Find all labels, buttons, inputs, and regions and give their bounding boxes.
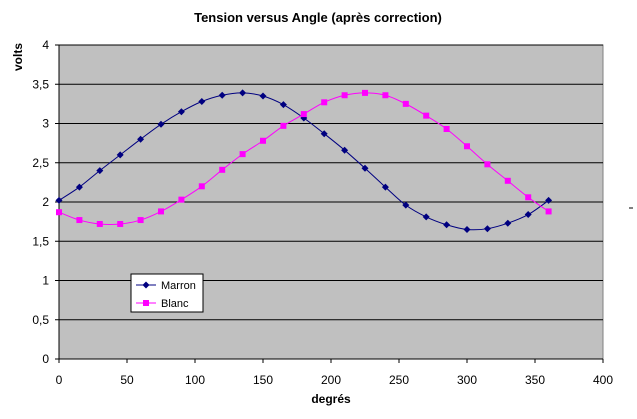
data-point-blanc [443,125,450,132]
legend-label-marron: Marron [161,280,196,292]
data-point-marron [75,183,83,191]
data-point-blanc [137,217,144,224]
data-point-blanc [219,166,226,173]
data-point-marron [259,92,267,100]
y-tick-labels: 0 0,5 1 1,5 2 2,5 3 3,5 4 [32,38,49,366]
data-point-blanc [402,100,409,107]
data-point-marron [116,151,124,159]
series-layer [55,89,553,233]
data-point-blanc [545,208,552,215]
data-point-marron [279,101,287,109]
data-point-blanc [321,99,328,106]
data-point-marron [341,146,349,154]
data-point-marron [483,225,491,233]
legend-label-blanc: Blanc [161,298,189,310]
data-point-blanc [362,89,368,96]
data-point-blanc [504,177,511,184]
x-tick-label: 50 [120,373,134,387]
data-point-marron [320,130,328,138]
y-tick-label: 0,5 [32,313,49,327]
data-point-marron [239,89,247,97]
data-point-blanc [300,111,307,118]
y-tick-label: 3,5 [32,77,49,91]
data-point-marron [463,225,471,233]
data-point-marron [381,183,389,191]
series-blanc [56,89,552,227]
data-point-marron [198,98,206,106]
data-point-marron [422,213,430,221]
y-tick-label: 3 [42,117,49,131]
data-point-marron [361,164,369,172]
data-point-marron [218,91,226,99]
y-tick-label: 2,5 [32,156,49,170]
y-tick-label: 1,5 [32,234,49,248]
data-point-blanc [178,196,185,203]
legend-marker-blanc [143,300,149,306]
data-point-blanc [423,112,430,119]
data-point-marron [504,219,512,227]
data-point-blanc [96,220,103,227]
data-point-blanc [56,209,62,216]
axes [55,44,604,363]
data-point-blanc [239,151,246,158]
y-tick-label: 0 [42,352,49,366]
data-point-blanc [484,161,491,168]
chart-title: Tension versus Angle (après correction) [194,10,442,25]
data-point-marron [545,196,553,204]
x-tick-label: 300 [457,373,477,387]
data-point-blanc [382,92,389,99]
x-tick-label: 250 [389,373,409,387]
x-tick-label: 200 [321,373,341,387]
data-point-blanc [280,122,287,129]
data-point-blanc [260,137,266,144]
data-point-marron [443,221,451,229]
x-tick-label: 150 [253,373,273,387]
x-tick-labels: 0 50 100 150 200 250 300 350 400 [56,373,614,387]
data-point-blanc [117,220,124,227]
y-tick-label: 1 [42,274,49,288]
y-tick-label: 4 [42,38,49,52]
data-point-blanc [198,183,205,190]
legend-marker-marron [142,281,150,289]
series-marron [55,89,553,233]
data-point-blanc [158,208,164,215]
y-axis-label: volts [11,43,25,71]
data-point-blanc [525,194,532,201]
x-tick-label: 350 [525,373,545,387]
data-point-marron [96,167,104,175]
data-point-marron [55,196,63,204]
x-tick-label: 100 [185,373,205,387]
data-point-marron [402,201,410,209]
data-point-marron [524,211,532,219]
data-point-blanc [464,143,470,150]
y-tick-label: 2 [42,195,49,209]
x-axis-label: degrés [311,392,351,406]
x-tick-label: 400 [593,373,613,387]
data-point-marron [177,108,185,116]
data-point-blanc [76,217,83,224]
data-point-marron [137,135,145,143]
legend: Marron Blanc [130,273,204,313]
x-tick-label: 0 [56,373,63,387]
data-point-blanc [341,92,348,99]
data-point-marron [157,120,165,128]
